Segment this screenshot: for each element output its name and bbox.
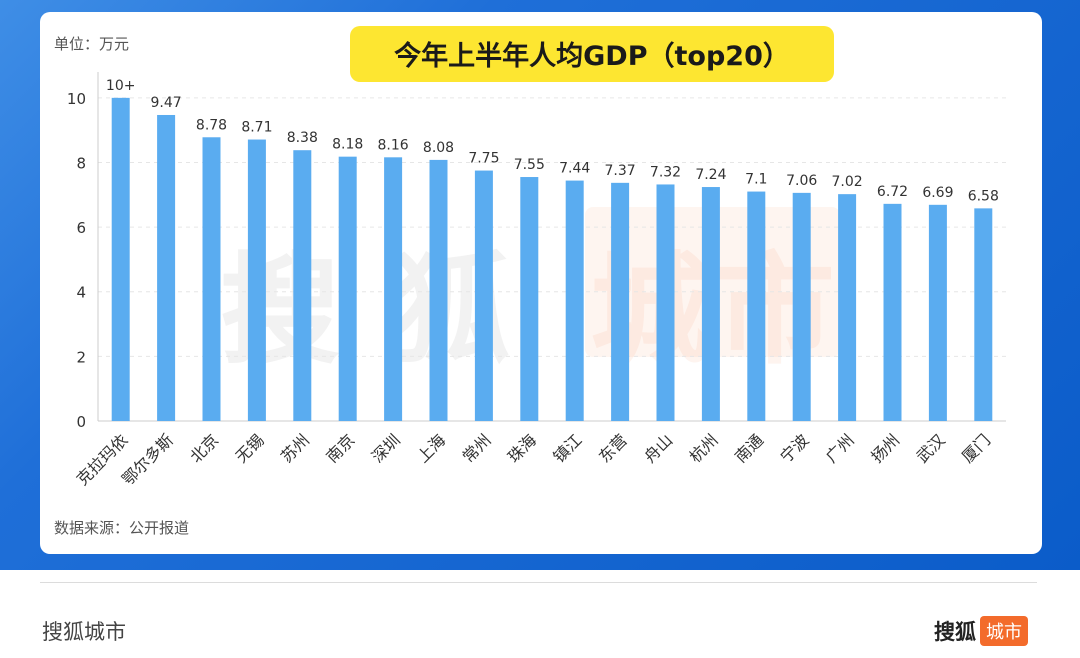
bar [838,194,857,421]
data-label: 8.71 [241,120,272,136]
footer-brand-text: 搜狐城市 [42,620,126,644]
data-label-layer: 10+ 9.47 8.78 8.71 8.38 8.18 8.16 8.08 7.75 7.55 7… [106,78,999,205]
bar-chart: 搜 狐 城 市 今年上半年人均GDP（top20） 单位：万元 数据来源：公开报… [54,26,1006,537]
x-category-label: 深圳 [368,430,404,466]
data-label: 8.18 [332,137,363,153]
bar [747,191,766,421]
bar [384,157,403,422]
data-label: 7.37 [605,163,636,179]
bar [157,114,176,422]
data-label: 8.16 [378,137,409,153]
bar-layer [111,97,993,422]
x-category-label: 鄂尔多斯 [118,430,177,489]
bar [883,203,902,421]
x-category-label: 珠海 [504,430,540,466]
bar [429,159,448,421]
bar [293,150,312,422]
y-tick-label: 0 [76,413,86,431]
data-label: 7.44 [559,161,590,177]
bar [611,182,630,421]
x-category-label: 南通 [731,430,767,466]
logo-tag: 城市 [980,616,1028,646]
x-category-label: 南京 [322,430,358,466]
source-note: 数据来源：公开报道 [54,519,189,537]
data-label: 6.72 [877,184,908,200]
chart-title: 今年上半年人均GDP（top20） [394,40,790,72]
watermark-char-3: 城 [590,242,710,381]
x-category-label: 上海 [413,430,449,466]
data-label: 7.24 [695,167,726,183]
x-category-label: 无锡 [232,430,268,466]
x-category-label: 杭州 [686,430,722,466]
bar [111,97,130,421]
data-label: 8.08 [423,140,454,156]
bar [247,139,266,421]
x-category-label: 常州 [459,430,495,466]
data-label: 10+ [106,78,136,94]
bar [474,170,493,421]
bar [701,187,720,421]
data-label: 8.78 [196,117,227,133]
bar [202,137,221,421]
data-label: 6.69 [922,185,953,201]
sohu-city-logo: 搜狐 城市 [934,616,1028,646]
y-tick-label: 10 [67,90,86,108]
x-category-label: 东营 [595,430,631,466]
data-label: 7.75 [468,151,499,167]
data-label: 7.32 [650,164,681,180]
y-tick-label: 6 [76,219,86,237]
x-category-label: 苏州 [277,430,313,466]
bar [928,204,947,421]
data-label: 8.38 [287,130,318,146]
data-label: 7.06 [786,173,817,189]
data-label: 7.55 [514,157,545,173]
y-tick-label: 2 [76,348,86,366]
data-label: 7.02 [832,174,863,190]
bar [565,180,584,421]
x-category-label: 扬州 [867,430,903,466]
unit-note: 单位：万元 [54,35,129,53]
x-category-label: 厦门 [958,430,994,466]
bar [656,184,675,421]
data-label: 7.1 [745,172,767,188]
watermark: 搜 狐 城 市 [220,207,840,381]
bar [792,192,811,421]
watermark-char-4: 市 [715,242,835,381]
x-category-label: 舟山 [640,430,676,466]
chart-title-bg [350,26,834,82]
data-label: 6.58 [968,188,999,204]
logo-main-text: 搜狐 [934,620,976,644]
x-category-label: 北京 [186,430,222,466]
footer-divider [40,582,1037,583]
bar [974,208,993,421]
y-tick-label: 8 [76,154,86,172]
x-category-label: 武汉 [913,430,949,466]
x-category-label: 广州 [822,430,858,466]
bar [338,156,357,422]
data-label: 9.47 [151,95,182,111]
x-category-label: 镇江 [549,430,585,466]
x-category-label: 宁波 [776,430,812,466]
bar [520,177,539,421]
chart-card: 搜 狐 城 市 今年上半年人均GDP（top20） 单位：万元 数据来源：公开报… [40,12,1042,554]
y-tick-label: 4 [76,284,86,302]
watermark-char-1: 搜 [220,242,340,381]
